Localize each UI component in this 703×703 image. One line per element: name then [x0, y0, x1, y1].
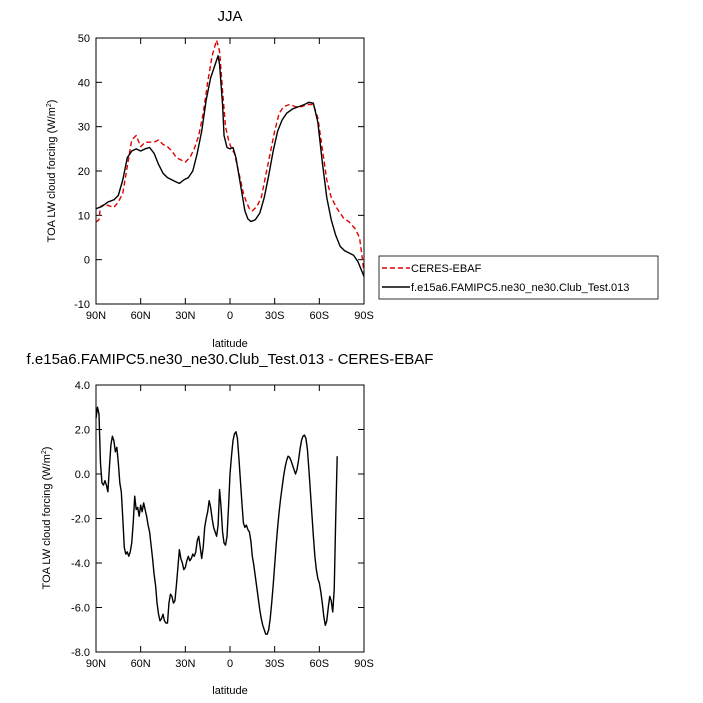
x-tick-label: 60N: [131, 310, 151, 322]
y-tick-label: -6.0: [71, 603, 90, 615]
x-tick-label: 90S: [354, 658, 374, 670]
top-chart-x-ticks: 90N 60N 30N 0 30S 60S 90S: [86, 38, 374, 322]
top-chart-ylabel-sup: 2: [46, 103, 53, 107]
x-tick-label: 0: [227, 658, 233, 670]
bottom-chart-ylabel-main: TOA LW cloud forcing (W/m: [41, 454, 53, 589]
bottom-chart-ylabel: TOA LW cloud forcing (W/m2): [41, 447, 53, 590]
bottom-chart-frame: [95, 384, 365, 653]
x-tick-label: 60S: [310, 658, 330, 670]
top-chart-ylabel-end: ): [46, 100, 58, 104]
y-tick-label: 20: [78, 166, 90, 178]
legend-box: [378, 255, 659, 300]
x-tick-label: 90N: [86, 658, 106, 670]
bottom-chart-xlabel: latitude: [212, 685, 247, 697]
top-chart: JJA -10 0 10 20 30 40 50 90N 60N 30N 0 30S 60S 90S l…: [46, 8, 374, 350]
x-tick-label: 90S: [354, 310, 374, 322]
y-tick-label: 30: [78, 122, 90, 134]
x-tick-label: 30S: [265, 310, 285, 322]
legend: CERES-EBAF f.e15a6.FAMIPC5.ne30_ne30.Clu…: [378, 255, 659, 300]
y-tick-label: -8.0: [71, 647, 90, 659]
series-line-0-0: [95, 39, 365, 274]
top-chart-ylabel-main: TOA LW cloud forcing (W/m: [46, 107, 58, 242]
x-tick-label: 30N: [175, 658, 195, 670]
x-tick-label: 60N: [131, 658, 151, 670]
top-chart-frame: [95, 37, 365, 305]
bottom-chart-y-ticks: -8.0 -6.0 -4.0 -2.0 0.0 2.0 4.0: [71, 380, 364, 659]
legend-label-model: f.e15a6.FAMIPC5.ne30_ne30.Club_Test.013: [411, 282, 629, 294]
top-chart-title: JJA: [217, 8, 242, 25]
y-tick-label: 0.0: [75, 469, 90, 481]
top-chart-ylabel: TOA LW cloud forcing (W/m2): [46, 100, 58, 243]
x-tick-label: 60S: [310, 310, 330, 322]
bottom-chart-x-ticks: 90N 60N 30N 0 30S 60S 90S: [86, 385, 374, 670]
x-tick-label: 30S: [265, 658, 285, 670]
bottom-chart: f.e15a6.FAMIPC5.ne30_ne30.Club_Test.013 …: [27, 351, 434, 697]
series-line-0-1: [95, 55, 365, 277]
series-line-1-0: [95, 406, 338, 635]
y-tick-label: 40: [78, 77, 90, 89]
y-tick-label: 50: [78, 33, 90, 45]
y-tick-label: 2.0: [75, 425, 90, 437]
x-tick-label: 0: [227, 310, 233, 322]
x-tick-label: 30N: [175, 310, 195, 322]
bottom-chart-series: [95, 406, 338, 635]
bottom-chart-ylabel-end: ): [41, 447, 53, 451]
y-tick-label: 4.0: [75, 380, 90, 392]
bottom-chart-title: f.e15a6.FAMIPC5.ne30_ne30.Club_Test.013 …: [27, 351, 434, 368]
legend-label-ceres: CERES-EBAF: [411, 263, 482, 275]
bottom-chart-ylabel-sup: 2: [41, 450, 48, 454]
y-tick-label: -4.0: [71, 558, 90, 570]
y-tick-label: 10: [78, 210, 90, 222]
top-chart-xlabel: latitude: [212, 338, 247, 350]
y-tick-label: -10: [74, 299, 90, 311]
top-chart-series: [95, 39, 365, 277]
top-chart-y-ticks: -10 0 10 20 30 40 50: [74, 33, 364, 311]
x-tick-label: 90N: [86, 310, 106, 322]
y-tick-label: -2.0: [71, 514, 90, 526]
y-tick-label: 0: [84, 255, 90, 267]
